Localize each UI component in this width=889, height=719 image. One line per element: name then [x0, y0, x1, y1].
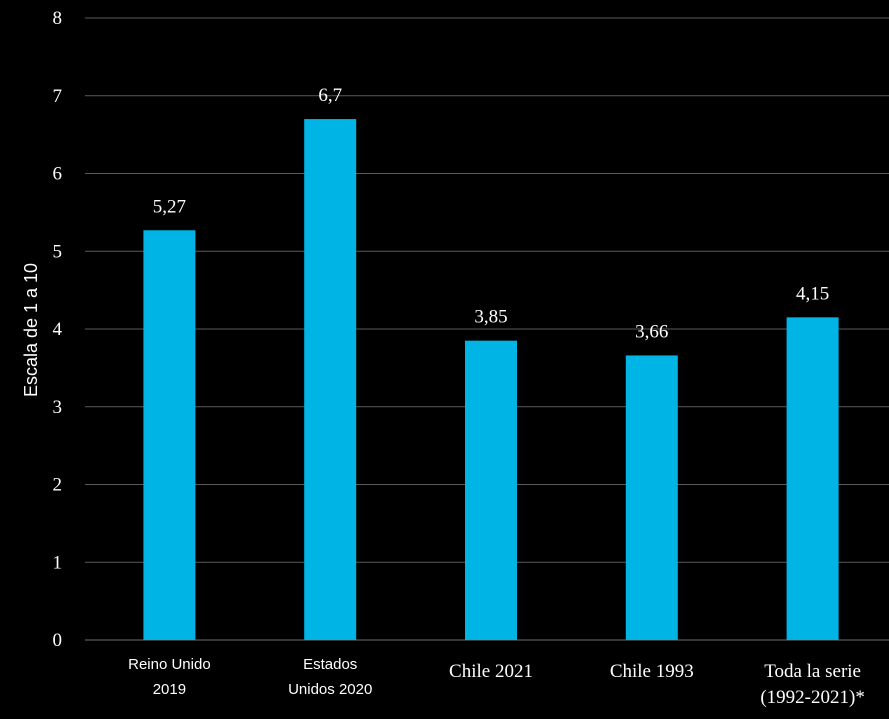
y-tick-label: 7	[53, 86, 63, 107]
y-tick-label: 2	[53, 475, 63, 496]
y-tick-label: 5	[53, 241, 63, 262]
x-tick-label: Chile 2021	[449, 661, 533, 682]
x-tick-label: 2019	[153, 681, 186, 698]
data-label: 4,15	[796, 283, 829, 304]
x-tick-label: Reino Unido	[128, 656, 211, 673]
y-tick-label: 8	[53, 8, 63, 29]
x-tick-label: Unidos 2020	[288, 681, 372, 698]
y-axis-label: Escala de 1 a 10	[21, 263, 41, 397]
y-tick-label: 0	[53, 630, 63, 651]
bar	[143, 230, 196, 640]
x-tick-label: Toda la serie	[764, 661, 861, 682]
x-tick-label: (1992-2021)*	[760, 687, 864, 708]
x-tick-label: Chile 1993	[610, 661, 694, 682]
data-label: 3,66	[635, 321, 668, 342]
data-label: 3,85	[474, 307, 507, 328]
bar	[304, 119, 357, 640]
data-label: 6,7	[318, 85, 342, 106]
x-tick-label: Estados	[303, 656, 357, 673]
y-tick-label: 4	[53, 319, 63, 340]
y-tick-label: 6	[53, 164, 63, 185]
bar	[786, 317, 839, 640]
data-label: 5,27	[153, 196, 186, 217]
y-tick-label: 1	[53, 552, 63, 573]
bar	[465, 340, 517, 640]
y-tick-label: 3	[53, 397, 63, 418]
bar	[625, 355, 678, 640]
